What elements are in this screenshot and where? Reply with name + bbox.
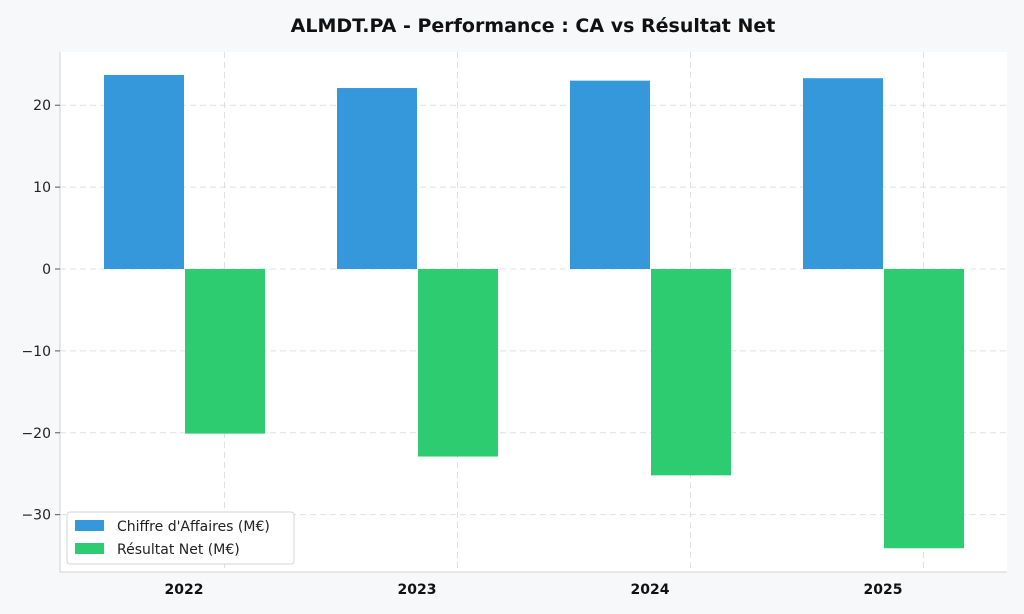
y-tick-label: 10 — [33, 180, 51, 196]
bar-ca — [337, 88, 417, 270]
bar-ca — [104, 74, 184, 270]
legend-swatch-resultat — [75, 543, 104, 554]
bar-ca — [570, 80, 650, 270]
chart-title: ALMDT.PA - Performance : CA vs Résultat … — [291, 15, 776, 37]
legend-label-ca: Chiffre d'Affaires (M€) — [117, 519, 270, 535]
x-tick-label: 2025 — [864, 582, 903, 598]
x-tick-label: 2023 — [398, 582, 437, 598]
x-ticks: 2022 2023 2024 2025 — [165, 582, 903, 598]
bar-resultat-net — [418, 269, 498, 457]
x-tick-label: 2022 — [165, 582, 204, 598]
legend-label-resultat: Résultat Net (M€) — [117, 542, 240, 558]
y-tick-label: −20 — [21, 426, 51, 442]
y-tick-label: 20 — [33, 98, 51, 114]
x-tick-label: 2024 — [631, 582, 670, 598]
y-ticks: 20 10 0 −10 −20 −30 — [21, 98, 60, 524]
y-tick-label: 0 — [42, 262, 51, 278]
y-tick-label: −30 — [21, 508, 51, 524]
legend-box — [66, 511, 295, 565]
y-tick-label: −10 — [21, 344, 51, 360]
bar-resultat-net — [884, 269, 964, 549]
bar-resultat-net — [651, 269, 731, 476]
legend-swatch-ca — [75, 520, 104, 531]
bars — [104, 74, 964, 549]
bar-resultat-net — [185, 269, 265, 434]
bar-ca — [803, 78, 883, 270]
legend: Chiffre d'Affaires (M€) Résultat Net (M€… — [66, 511, 295, 565]
